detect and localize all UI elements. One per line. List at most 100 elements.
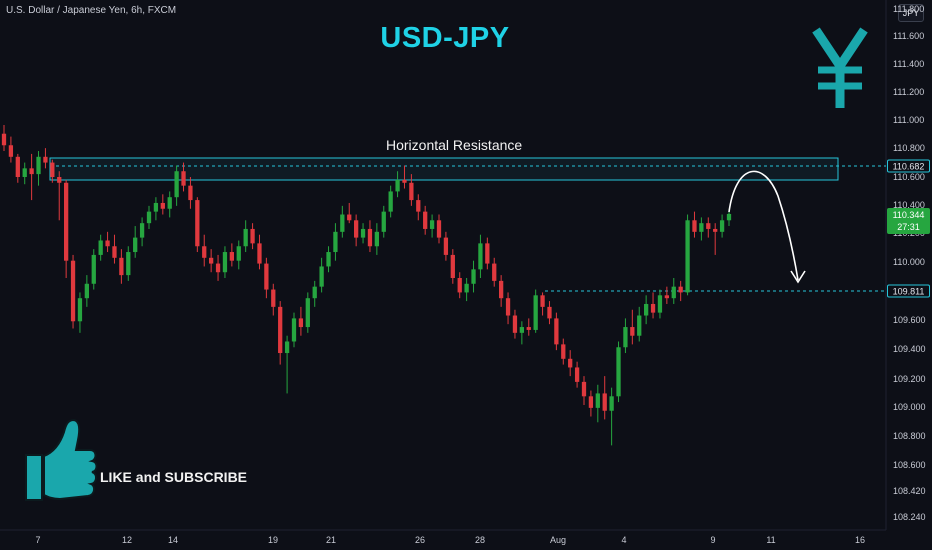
candle-bearish[interactable]: [409, 182, 414, 201]
candle-bearish[interactable]: [57, 177, 62, 183]
candle-bearish[interactable]: [554, 318, 559, 345]
candle-bearish[interactable]: [202, 246, 207, 258]
candle-bearish[interactable]: [271, 289, 276, 307]
candle-bearish[interactable]: [215, 263, 221, 273]
candle-bullish[interactable]: [174, 171, 179, 198]
candle-bearish[interactable]: [602, 393, 607, 411]
candle-bearish[interactable]: [505, 298, 511, 316]
candle-bearish[interactable]: [485, 243, 490, 264]
candle-bullish[interactable]: [429, 220, 435, 229]
candle-bearish[interactable]: [581, 381, 587, 397]
candle-bullish[interactable]: [146, 211, 152, 224]
candle-bullish[interactable]: [340, 214, 345, 232]
candle-bullish[interactable]: [726, 213, 732, 221]
candle-bullish[interactable]: [478, 243, 483, 270]
candle-bearish[interactable]: [43, 156, 48, 163]
candle-bearish[interactable]: [443, 237, 449, 255]
candle-bullish[interactable]: [685, 220, 690, 293]
candle-bearish[interactable]: [713, 228, 718, 232]
candle-bullish[interactable]: [284, 341, 290, 354]
candle-bearish[interactable]: [574, 367, 580, 382]
candle-bearish[interactable]: [367, 228, 373, 247]
candle-bearish[interactable]: [8, 145, 14, 157]
candle-bearish[interactable]: [416, 200, 421, 212]
candle-bearish[interactable]: [264, 263, 269, 290]
candle-bearish[interactable]: [402, 179, 407, 183]
candle-bearish[interactable]: [181, 171, 186, 186]
candle-bearish[interactable]: [436, 220, 442, 238]
candle-bullish[interactable]: [464, 283, 469, 293]
candle-bullish[interactable]: [36, 156, 41, 175]
candle-bearish[interactable]: [588, 396, 594, 408]
candle-bearish[interactable]: [347, 214, 352, 221]
candle-bearish[interactable]: [112, 246, 117, 258]
candle-bearish[interactable]: [664, 295, 669, 299]
candle-bullish[interactable]: [381, 211, 386, 232]
candle-bearish[interactable]: [630, 327, 635, 336]
candle-bearish[interactable]: [492, 263, 497, 281]
candle-bullish[interactable]: [153, 202, 159, 212]
candle-bearish[interactable]: [50, 162, 55, 177]
candle-bullish[interactable]: [319, 266, 324, 287]
candle-bullish[interactable]: [326, 252, 331, 267]
candle-bearish[interactable]: [188, 185, 193, 201]
candle-bullish[interactable]: [98, 240, 103, 255]
candle-bearish[interactable]: [650, 303, 656, 313]
candle-bearish[interactable]: [119, 257, 124, 276]
currency-badge[interactable]: JPY: [898, 4, 924, 22]
candle-bearish[interactable]: [678, 286, 683, 293]
candle-bullish[interactable]: [374, 231, 379, 247]
candle-bearish[interactable]: [568, 358, 573, 368]
candle-bullish[interactable]: [471, 269, 476, 284]
candle-bullish[interactable]: [595, 393, 600, 408]
candle-bearish[interactable]: [160, 202, 165, 209]
candle-bearish[interactable]: [257, 243, 262, 264]
candle-bullish[interactable]: [126, 252, 131, 276]
candle-bullish[interactable]: [609, 396, 614, 411]
candle-bullish[interactable]: [291, 318, 297, 342]
resistance-zone[interactable]: [49, 157, 839, 181]
candle-bearish[interactable]: [457, 278, 462, 293]
candle-bullish[interactable]: [312, 286, 317, 299]
candle-bearish[interactable]: [15, 156, 20, 177]
candle-bearish[interactable]: [354, 220, 359, 238]
candle-bullish[interactable]: [77, 298, 83, 322]
candle-bullish[interactable]: [222, 252, 228, 273]
candle-bearish[interactable]: [278, 306, 283, 354]
candle-bearish[interactable]: [29, 168, 34, 175]
candle-bullish[interactable]: [616, 347, 621, 397]
candle-bearish[interactable]: [70, 260, 76, 322]
candle-bullish[interactable]: [133, 237, 138, 253]
candle-bullish[interactable]: [305, 298, 310, 328]
candle-bearish[interactable]: [229, 252, 234, 261]
candle-bullish[interactable]: [333, 231, 338, 253]
candle-bearish[interactable]: [195, 200, 200, 247]
candle-bearish[interactable]: [526, 327, 531, 330]
candle-bullish[interactable]: [699, 223, 704, 232]
candle-bullish[interactable]: [84, 283, 89, 299]
candle-bullish[interactable]: [519, 327, 524, 333]
candle-bullish[interactable]: [533, 295, 538, 330]
candle-bearish[interactable]: [298, 318, 304, 328]
candle-bullish[interactable]: [719, 220, 725, 232]
candle-bullish[interactable]: [637, 315, 642, 336]
candle-bearish[interactable]: [1, 133, 7, 146]
candle-bearish[interactable]: [706, 223, 711, 229]
candle-bearish[interactable]: [540, 295, 545, 307]
candle-bearish[interactable]: [547, 306, 552, 319]
candle-bullish[interactable]: [657, 295, 663, 313]
candle-bullish[interactable]: [388, 191, 393, 212]
candle-bearish[interactable]: [512, 315, 518, 333]
candle-bullish[interactable]: [236, 246, 241, 261]
candle-bullish[interactable]: [360, 228, 366, 238]
candle-bearish[interactable]: [450, 254, 455, 278]
candle-bearish[interactable]: [499, 280, 504, 299]
candle-bullish[interactable]: [139, 223, 145, 238]
candle-bearish[interactable]: [561, 344, 566, 359]
candle-bullish[interactable]: [623, 327, 628, 348]
candle-bullish[interactable]: [243, 228, 248, 247]
candle-bearish[interactable]: [209, 257, 214, 264]
candle-bullish[interactable]: [395, 179, 400, 192]
candle-bullish[interactable]: [671, 286, 676, 299]
